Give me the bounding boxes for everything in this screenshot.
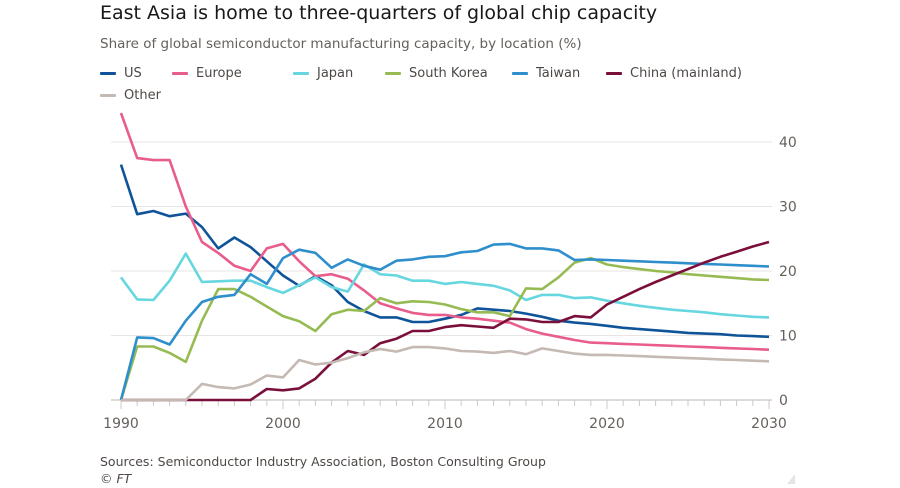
chart-title: East Asia is home to three-quarters of g… [100, 2, 658, 24]
legend-label: Japan [317, 66, 354, 81]
y-tick-label: 10 [779, 329, 797, 345]
legend-item: China (mainland) [606, 66, 742, 81]
legend-item: Taiwan [512, 66, 580, 81]
legend-item: South Korea [385, 66, 488, 81]
series-line-taiwan [119, 242, 770, 401]
series-line-europe [119, 112, 770, 351]
x-tick-label: 2000 [265, 416, 301, 432]
series-line-china-mainland [121, 240, 770, 402]
x-tick-label: 2020 [589, 416, 625, 432]
legend-label: Taiwan [536, 66, 581, 81]
x-tick-label: 2030 [751, 416, 787, 432]
y-tick-label: 40 [779, 135, 797, 151]
y-tick-label: 20 [779, 264, 797, 280]
legend-swatch [100, 94, 116, 97]
legend-swatch [100, 72, 116, 75]
copyright: © FT [100, 471, 132, 486]
legend-swatch [172, 72, 188, 75]
series-line-japan [119, 252, 770, 319]
legend-swatch [293, 72, 309, 75]
y-tick-label: 30 [779, 200, 797, 216]
sources-note: Sources: Semiconductor Industry Associat… [100, 454, 546, 469]
legend-item: US [100, 66, 142, 81]
legend-swatch [385, 72, 401, 75]
series-line-us [119, 164, 770, 339]
legend-item: Japan [293, 66, 353, 81]
x-tick-label: 1990 [103, 416, 139, 432]
legend-swatch [512, 72, 528, 75]
legend-label: Other [124, 88, 161, 103]
corner-mark [787, 474, 795, 484]
series-line-south-korea [119, 256, 770, 401]
legend-label: Europe [196, 66, 242, 81]
legend-label: South Korea [409, 66, 488, 81]
legend-label: China (mainland) [630, 66, 742, 81]
legend-swatch [606, 72, 622, 75]
chart-subtitle: Share of global semiconductor manufactur… [100, 36, 582, 52]
x-tick-label: 2010 [427, 416, 463, 432]
legend-item: Other [100, 88, 161, 103]
series-line-other [121, 345, 770, 402]
y-tick-label: 0 [779, 393, 788, 409]
legend-item: Europe [172, 66, 242, 81]
legend-label: US [124, 66, 142, 81]
